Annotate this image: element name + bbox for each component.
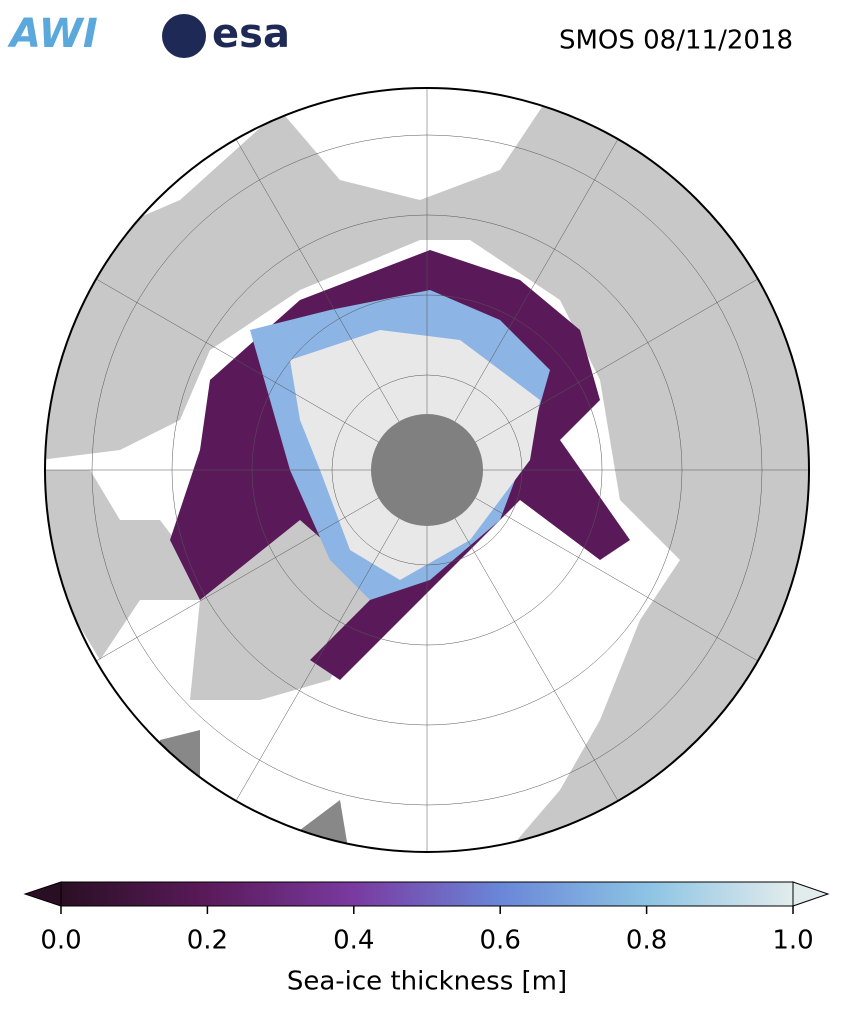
land [45,88,809,852]
meridian [226,469,428,817]
awi-logo: AWI [7,11,98,57]
colorbar-tick-label: 0.4 [333,926,374,956]
meridian [226,123,428,471]
meridian [80,269,428,471]
meridian [80,469,428,671]
title: SMOS 08/11/2018 [559,26,793,56]
meridian [426,469,628,817]
colorbar-tick-label: 0.6 [480,926,521,956]
esa-logo: esa [212,11,290,57]
pole-hole [371,414,483,526]
colorbar [23,881,830,907]
colorbar-extend-low [23,881,62,907]
colorbar-tick-label: 0.0 [40,926,81,956]
colorbar-label: Sea-ice thickness [m] [287,967,567,997]
graticule [45,88,809,852]
meridian [426,469,774,671]
colorbar-tick-label: 0.2 [187,926,228,956]
esa-logo-icon [162,14,206,58]
meridian [426,269,774,471]
colorbar-tick-label: 1.0 [772,926,813,956]
colorbar-extend-high [792,881,830,907]
colorbar-tick-label: 0.8 [626,926,667,956]
map-border [44,87,810,853]
map [45,88,809,852]
meridian [426,123,628,471]
colorbar-gradient [60,881,794,907]
